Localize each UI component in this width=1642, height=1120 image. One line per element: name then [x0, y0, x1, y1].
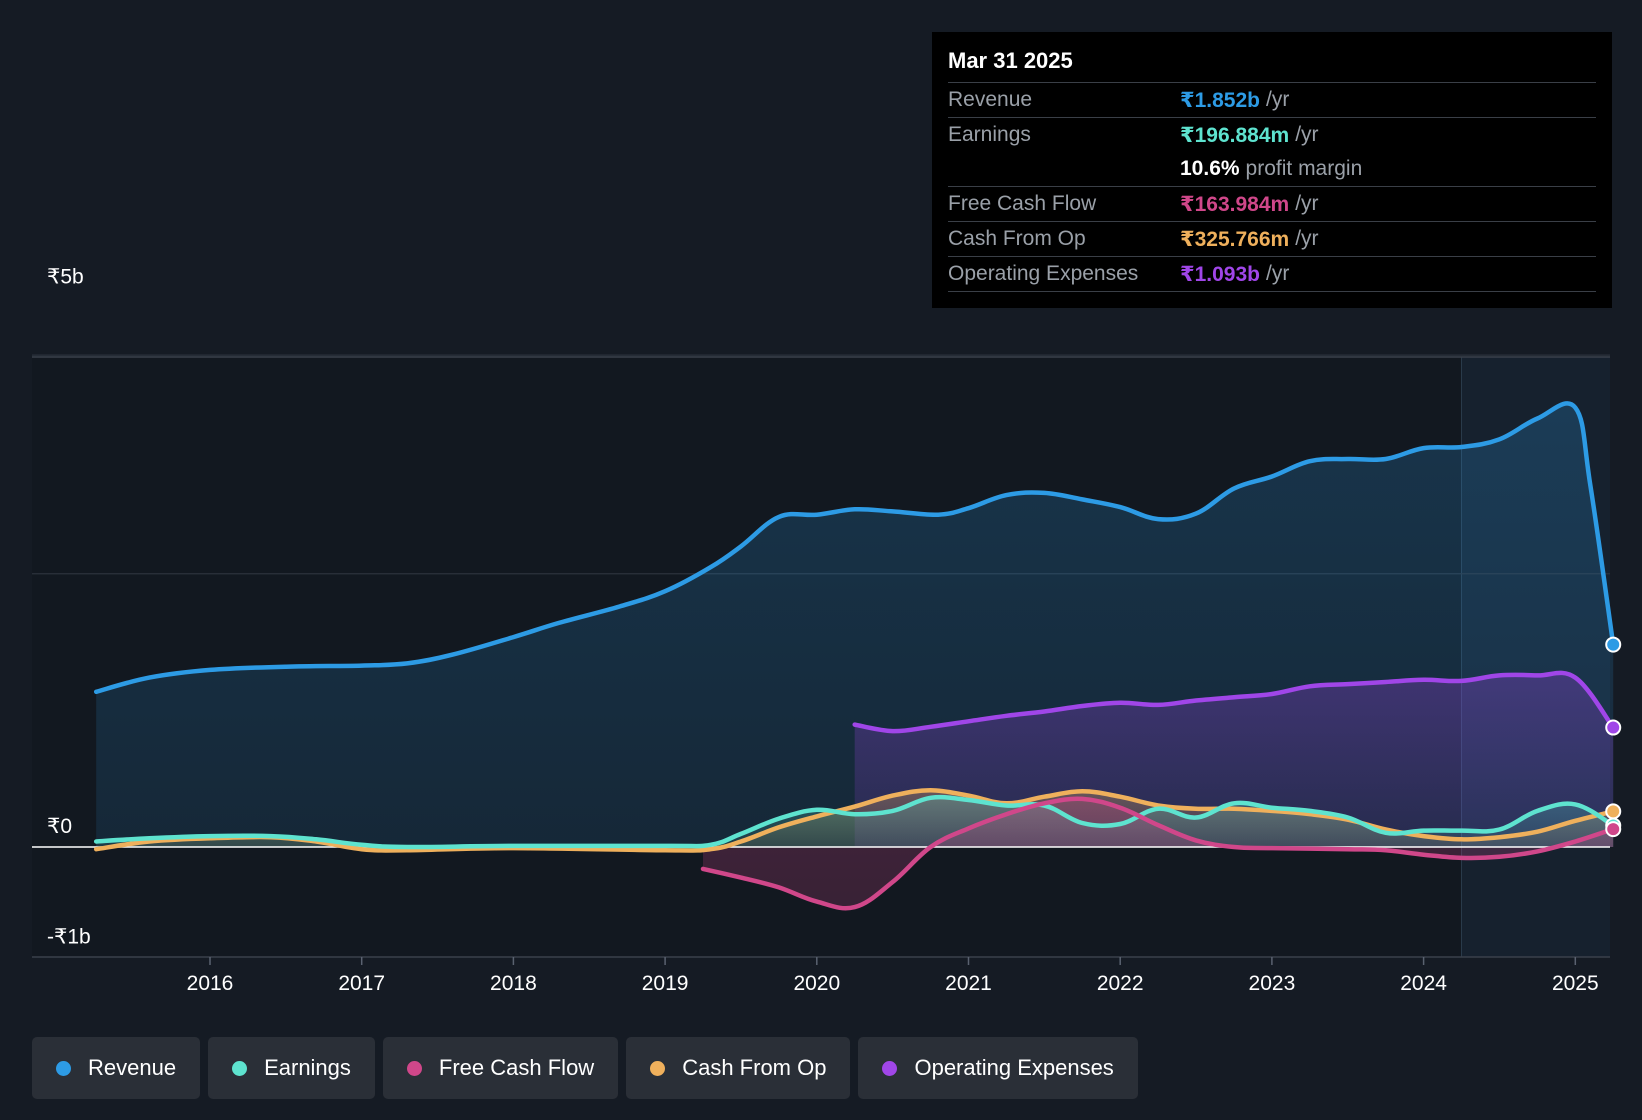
tooltip-row-fcf: Free Cash Flow ₹163.984m /yr — [948, 187, 1596, 222]
legend-label: Free Cash Flow — [438, 1055, 595, 1080]
tooltip-label: Cash From Op — [948, 227, 1086, 250]
tooltip-label: Earnings — [948, 123, 1031, 146]
endpoint-revenue — [1605, 636, 1622, 653]
endpoint-opex — [1605, 719, 1622, 736]
x-tick-label: 2025 — [1552, 972, 1599, 995]
x-axis: 2016 2017 2018 2019 2020 2021 2022 2023 2024 2025 — [187, 957, 1599, 995]
tooltip-value-opex: ₹1.093b — [1180, 262, 1260, 286]
tooltip-value-revenue: ₹1.852b — [1180, 88, 1260, 112]
tooltip-row-cfo: Cash From Op ₹325.766m /yr — [948, 222, 1596, 257]
x-tick-label: 2016 — [187, 972, 234, 995]
legend-dot-icon — [882, 1060, 898, 1076]
legend-item-cash-from-op[interactable]: Cash From Op — [626, 1037, 851, 1099]
tooltip-unit: /yr — [1295, 227, 1319, 250]
legend-dot-icon — [650, 1060, 666, 1076]
legend-dot-icon — [406, 1060, 422, 1076]
line-revenue — [93, 401, 1616, 695]
chart-svg: ₹5b₹0-₹1b 2016 2017 2018 2019 2020 2021 2022 20… — [32, 266, 1622, 995]
legend-item-operating-expenses[interactable]: Operating Expenses — [858, 1037, 1138, 1099]
tooltip-label: Free Cash Flow — [948, 192, 1097, 215]
line-fcf — [700, 796, 1616, 911]
legend-label: Cash From Op — [682, 1055, 827, 1080]
x-tick-label: 2017 — [338, 972, 385, 995]
legend-dot-icon — [232, 1060, 248, 1076]
tooltip-unit: /yr — [1266, 262, 1290, 285]
tooltip-unit: /yr — [1295, 123, 1319, 146]
x-tick-label: 2023 — [1249, 972, 1296, 995]
legend-dot-icon — [56, 1060, 71, 1076]
endpoint-fcf — [1605, 821, 1622, 838]
series-lines — [93, 401, 1616, 911]
x-tick-label: 2019 — [642, 972, 689, 995]
tooltip-date: Mar 31 2025 — [948, 46, 1596, 83]
x-tick-label: 2024 — [1400, 972, 1447, 995]
legend: Revenue Earnings Free Cash Flow Cash Fro… — [32, 1037, 1138, 1099]
tooltip-unit: /yr — [1266, 88, 1290, 111]
tooltip-panel: Mar 31 2025 Revenue ₹1.852b /yr Earnings… — [932, 32, 1612, 308]
line-opex — [852, 670, 1616, 734]
line-earnings — [93, 794, 1616, 850]
series-endpoints — [1605, 636, 1622, 838]
legend-item-earnings[interactable]: Earnings — [208, 1037, 375, 1099]
tooltip-row-earnings: Earnings ₹196.884m /yr — [948, 118, 1596, 152]
y-axis-label: ₹5b — [47, 266, 84, 289]
tooltip-row-margin: 10.6% profit margin — [948, 152, 1596, 187]
legend-label: Revenue — [88, 1055, 177, 1080]
y-axis: ₹5b ₹0 -₹1b — [47, 266, 91, 949]
tooltip-row-opex: Operating Expenses ₹1.093b /yr — [948, 257, 1596, 292]
tooltip-margin-value: 10.6% — [1180, 157, 1240, 180]
legend-item-free-cash-flow[interactable]: Free Cash Flow — [382, 1037, 619, 1099]
legend-item-revenue[interactable]: Revenue — [32, 1037, 201, 1099]
tooltip-margin-text: profit margin — [1245, 157, 1363, 180]
tooltip-value-fcf: ₹163.984m — [1180, 192, 1290, 216]
y-axis-label: -₹1b — [47, 925, 91, 948]
legend-label: Earnings — [264, 1055, 351, 1080]
tooltip-value-earnings: ₹196.884m — [1180, 123, 1290, 147]
tooltip-unit: /yr — [1295, 192, 1319, 215]
endpoint-cfo — [1605, 803, 1622, 820]
y-axis-label: ₹0 — [47, 815, 72, 838]
tooltip-label: Revenue — [948, 88, 1033, 111]
x-tick-label: 2020 — [793, 972, 840, 995]
legend-label: Operating Expenses — [914, 1055, 1114, 1080]
tooltip-label: Operating Expenses — [948, 262, 1139, 285]
x-tick-label: 2021 — [945, 972, 992, 995]
x-tick-label: 2022 — [1097, 972, 1144, 995]
tooltip-row-revenue: Revenue ₹1.852b /yr — [948, 83, 1596, 118]
tooltip-value-cfo: ₹325.766m — [1180, 227, 1290, 251]
x-tick-label: 2018 — [490, 972, 537, 995]
